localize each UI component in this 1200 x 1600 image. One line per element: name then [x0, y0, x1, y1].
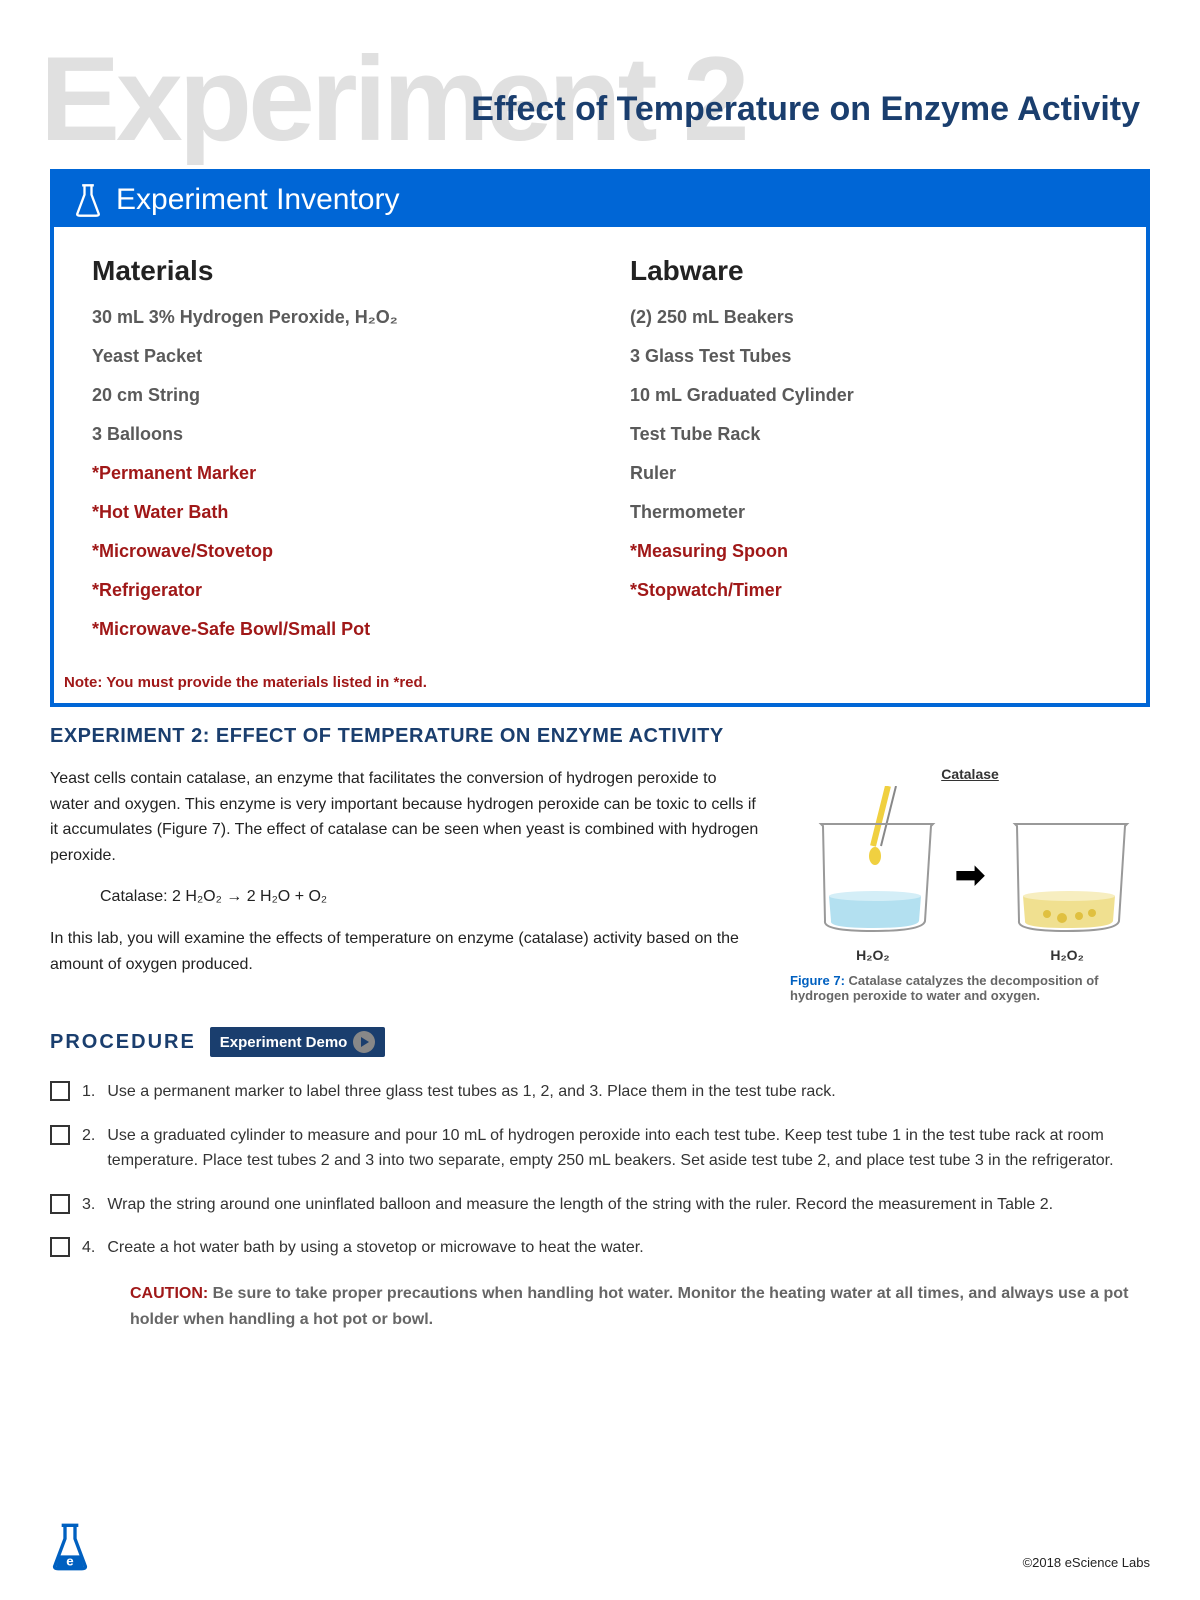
demo-button-label: Experiment Demo: [220, 1034, 348, 1051]
catalase-label: Catalase: [790, 766, 1150, 782]
procedure-step: 1. Use a permanent marker to label three …: [50, 1079, 1150, 1105]
step-text: Wrap the string around one uninflated ba…: [107, 1192, 1053, 1218]
labware-list: (2) 250 mL Beakers 3 Glass Test Tubes 10 m…: [630, 307, 1108, 601]
procedure-heading: PROCEDURE: [50, 1031, 196, 1054]
step-text: Use a permanent marker to label three gl…: [107, 1079, 835, 1105]
procedure-step: 2. Use a graduated cylinder to measure an…: [50, 1123, 1150, 1174]
experiment-demo-button[interactable]: Experiment Demo: [210, 1027, 386, 1057]
list-item: (2) 250 mL Beakers: [630, 307, 1108, 328]
inventory-note: Note: You must provide the materials lis…: [54, 670, 1146, 703]
list-item: Test Tube Rack: [630, 424, 1108, 445]
list-item: 10 mL Graduated Cylinder: [630, 385, 1108, 406]
arrow-icon: ➡: [955, 854, 985, 896]
beaker-right-label: H₂O₂: [997, 947, 1137, 963]
step-number: 4.: [82, 1235, 95, 1261]
labware-column: Labware (2) 250 mL Beakers 3 Glass Test T…: [630, 255, 1108, 658]
list-item: Thermometer: [630, 502, 1108, 523]
step-number: 3.: [82, 1192, 95, 1218]
step-text: Create a hot water bath by using a stove…: [107, 1235, 643, 1261]
copyright-text: ©2018 eScience Labs: [1023, 1555, 1150, 1570]
list-item: *Measuring Spoon: [630, 541, 1108, 562]
experiment-text: Yeast cells contain catalase, an enzyme …: [50, 766, 760, 1003]
step-checkbox[interactable]: [50, 1081, 70, 1101]
experiment-title: EXPERIMENT 2: EFFECT OF TEMPERATURE ON E…: [50, 725, 1150, 748]
materials-column: Materials 30 mL 3% Hydrogen Peroxide, H₂…: [92, 255, 570, 658]
experiment-equation: Catalase: 2 H₂O₂ → 2 H₂O + O₂: [100, 884, 760, 910]
procedure-steps: 1. Use a permanent marker to label three …: [50, 1079, 1150, 1261]
step-number: 2.: [82, 1123, 95, 1149]
list-item: Yeast Packet: [92, 346, 570, 367]
beaker-right-icon: [997, 786, 1137, 936]
step-checkbox[interactable]: [50, 1194, 70, 1214]
svg-text:e: e: [66, 1553, 73, 1568]
list-item: *Microwave-Safe Bowl/Small Pot: [92, 619, 570, 640]
caution-text: Be sure to take proper precautions when …: [130, 1285, 1128, 1328]
inventory-header: Experiment Inventory: [54, 173, 1146, 227]
experiment-para1: Yeast cells contain catalase, an enzyme …: [50, 766, 760, 868]
materials-heading: Materials: [92, 255, 570, 287]
inventory-panel: Experiment Inventory Materials 30 mL 3% …: [50, 169, 1150, 707]
list-item: 3 Balloons: [92, 424, 570, 445]
experiment-para2: In this lab, you will examine the effect…: [50, 926, 760, 977]
list-item: 20 cm String: [92, 385, 570, 406]
procedure-step: 3. Wrap the string around one uninflated …: [50, 1192, 1150, 1218]
step-checkbox[interactable]: [50, 1237, 70, 1257]
page-title: Effect of Temperature on Enzyme Activity: [50, 90, 1150, 129]
list-item: *Permanent Marker: [92, 463, 570, 484]
figure-caption: Figure 7: Catalase catalyzes the decompo…: [790, 973, 1150, 1003]
list-item: *Microwave/Stovetop: [92, 541, 570, 562]
list-item: 30 mL 3% Hydrogen Peroxide, H₂O₂: [92, 307, 570, 328]
list-item: *Refrigerator: [92, 580, 570, 601]
beaker-left-icon: [803, 786, 943, 936]
caution-label: CAUTION:: [130, 1285, 213, 1302]
labware-heading: Labware: [630, 255, 1108, 287]
list-item: *Stopwatch/Timer: [630, 580, 1108, 601]
figure-7: Catalase H₂O₂ ➡: [790, 766, 1150, 1003]
list-item: Ruler: [630, 463, 1108, 484]
flask-icon: [74, 183, 102, 217]
caution-note: CAUTION: Be sure to take proper precauti…: [130, 1281, 1150, 1332]
step-text: Use a graduated cylinder to measure and …: [107, 1123, 1150, 1174]
footer-logo-icon: e: [50, 1522, 90, 1570]
beaker-left-label: H₂O₂: [803, 947, 943, 963]
procedure-step: 4. Create a hot water bath by using a sto…: [50, 1235, 1150, 1261]
play-icon: [353, 1031, 375, 1053]
inventory-heading-text: Experiment Inventory: [116, 183, 399, 217]
list-item: *Hot Water Bath: [92, 502, 570, 523]
materials-list: 30 mL 3% Hydrogen Peroxide, H₂O₂ Yeast Pa…: [92, 307, 570, 640]
step-number: 1.: [82, 1079, 95, 1105]
step-checkbox[interactable]: [50, 1125, 70, 1145]
list-item: 3 Glass Test Tubes: [630, 346, 1108, 367]
